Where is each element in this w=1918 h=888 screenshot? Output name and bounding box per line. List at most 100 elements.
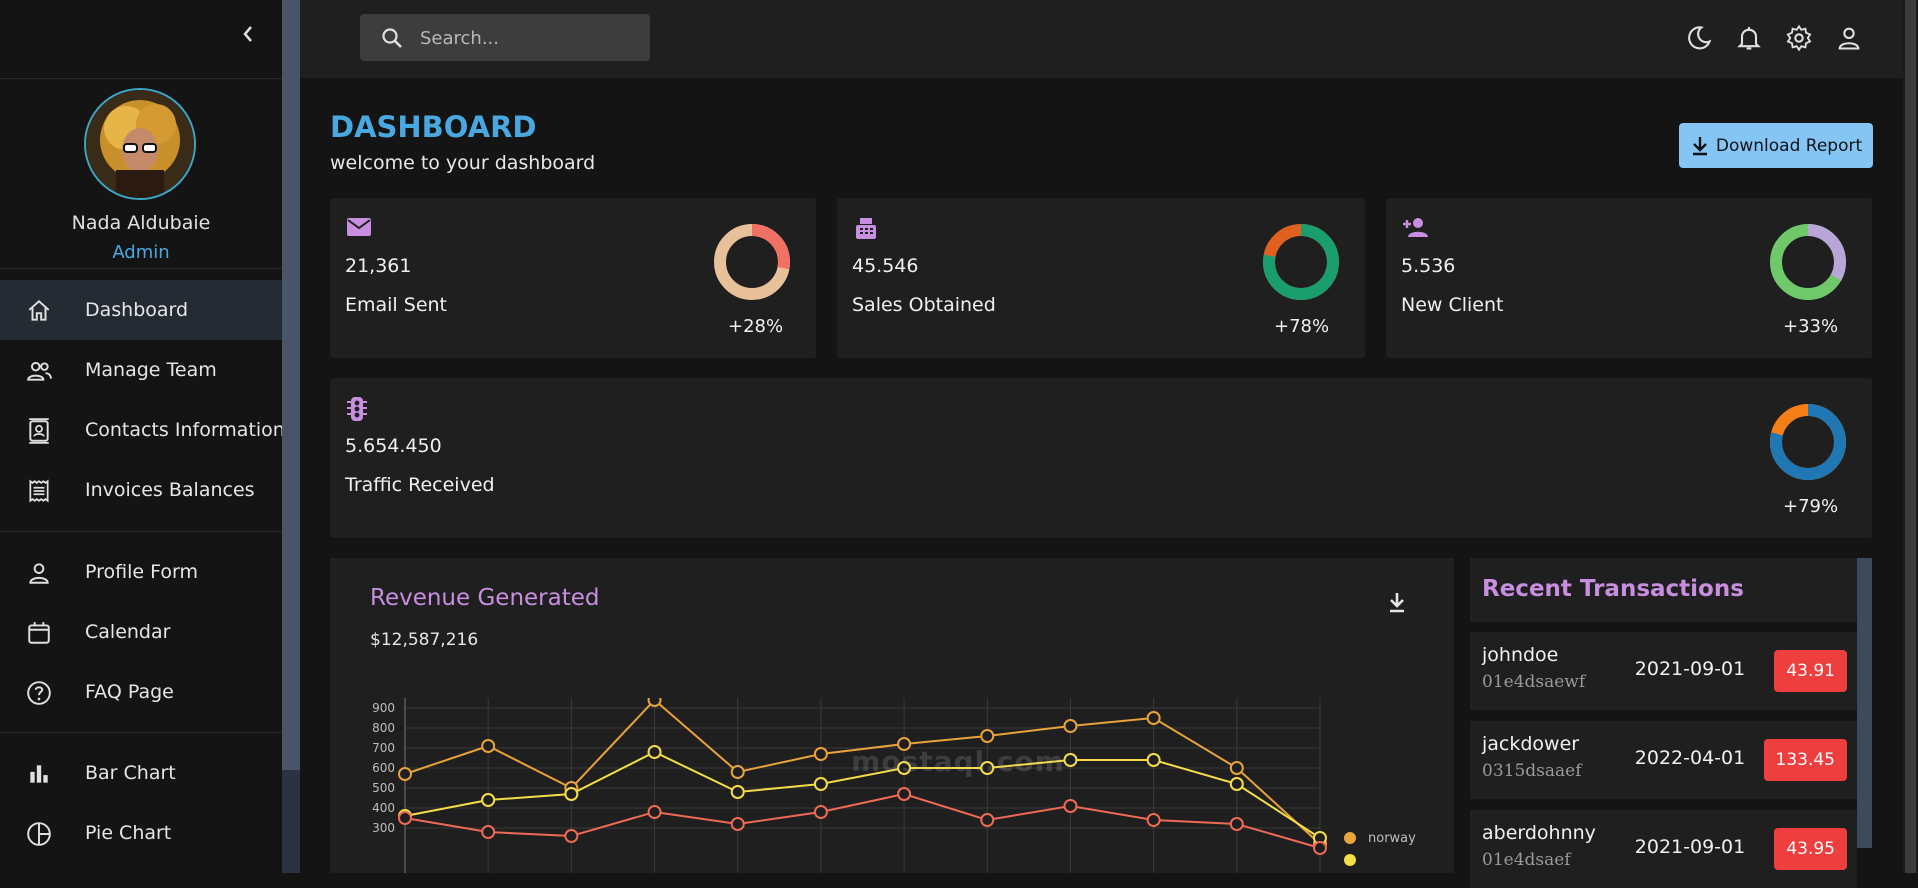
scrollbar-thumb[interactable] bbox=[1905, 0, 1916, 873]
data-point bbox=[897, 737, 912, 751]
stat-value: 45.546 bbox=[852, 255, 919, 277]
search-box[interactable] bbox=[360, 14, 650, 61]
stat-value: 5.536 bbox=[1401, 255, 1456, 277]
data-point bbox=[897, 787, 912, 801]
sidebar-item-profile-form[interactable]: Profile Form bbox=[0, 542, 282, 602]
transactions-title: Recent Transactions bbox=[1482, 576, 1744, 602]
data-point bbox=[980, 761, 995, 775]
transaction-id: 01e4dsaewf bbox=[1482, 672, 1586, 692]
y-tick-label: 800 bbox=[372, 721, 395, 735]
sidebar-item-label: Pie Chart bbox=[85, 822, 172, 844]
sidebar-item-faq[interactable]: FAQ Page bbox=[0, 662, 282, 722]
sidebar-item-calendar[interactable]: Calendar bbox=[0, 602, 282, 662]
sidebar-item-label: Bar Chart bbox=[85, 762, 176, 784]
data-point bbox=[1229, 761, 1244, 775]
transactions-header: Recent Transactions bbox=[1470, 558, 1857, 622]
data-point bbox=[897, 761, 912, 775]
download-icon bbox=[1692, 136, 1707, 155]
sidebar-item-label: Contacts Information bbox=[85, 419, 282, 441]
data-point bbox=[813, 747, 828, 761]
stat-label: Sales Obtained bbox=[852, 294, 996, 316]
stat-percent: +78% bbox=[1274, 316, 1330, 337]
y-tick-label: 600 bbox=[372, 761, 395, 775]
stat-label: Email Sent bbox=[345, 294, 447, 316]
progress-ring bbox=[1263, 224, 1339, 300]
transaction-cost: 43.91 bbox=[1774, 650, 1847, 692]
download-report-button[interactable]: Download Report bbox=[1679, 123, 1873, 168]
transaction-cost: 43.95 bbox=[1774, 828, 1847, 870]
sidebar-item-pie-chart[interactable]: Pie Chart bbox=[0, 803, 282, 863]
search-input[interactable] bbox=[418, 23, 642, 53]
page-title: DASHBOARD bbox=[330, 110, 537, 144]
sidebar-item-bar-chart[interactable]: Bar Chart bbox=[0, 743, 282, 803]
data-point bbox=[481, 793, 496, 807]
transaction-date: 2022-04-01 bbox=[1634, 747, 1746, 769]
data-point bbox=[1146, 753, 1161, 767]
sidebar-item-label: Invoices Balances bbox=[85, 479, 255, 501]
data-point bbox=[813, 777, 828, 791]
stat-card-sales: 45.546 Sales Obtained +78% bbox=[837, 198, 1365, 358]
avatar bbox=[84, 88, 196, 200]
data-point bbox=[1063, 719, 1078, 733]
topbar bbox=[300, 0, 1903, 78]
ring-progress bbox=[1263, 224, 1339, 300]
data-point bbox=[1229, 817, 1244, 831]
sidebar-item-label: Profile Form bbox=[85, 561, 198, 583]
help-icon bbox=[27, 681, 51, 705]
series-line bbox=[404, 750, 1321, 839]
user-name: Nada Aldubaie bbox=[71, 212, 211, 234]
invoice-icon bbox=[29, 479, 49, 503]
scrollbar-thumb[interactable] bbox=[282, 0, 300, 770]
sidebar-scrollbar[interactable] bbox=[282, 0, 300, 873]
data-point bbox=[1146, 813, 1161, 827]
transaction-user: aberdohnny bbox=[1482, 822, 1596, 844]
data-point bbox=[1063, 753, 1078, 767]
pos-icon bbox=[856, 218, 876, 239]
sidebar-item-contacts[interactable]: Contacts Information bbox=[0, 400, 282, 460]
data-point bbox=[1063, 799, 1078, 813]
transaction-row: aberdohnny 01e4dsaef 2021-09-01 43.95 bbox=[1470, 810, 1857, 888]
team-icon bbox=[27, 361, 52, 381]
notifications-icon[interactable] bbox=[1735, 24, 1763, 52]
download-icon[interactable] bbox=[1386, 590, 1408, 614]
data-point bbox=[481, 739, 496, 753]
revenue-title: Revenue Generated bbox=[370, 585, 600, 611]
data-point bbox=[647, 698, 662, 707]
sidebar-item-invoices[interactable]: Invoices Balances bbox=[0, 460, 282, 520]
y-tick-label: 900 bbox=[372, 701, 395, 715]
transactions-panel: Recent Transactions johndoe 01e4dsaewf 2… bbox=[1470, 558, 1857, 888]
email-icon bbox=[347, 218, 371, 236]
stat-value: 5.654.450 bbox=[345, 435, 442, 457]
data-point bbox=[647, 805, 662, 819]
sidebar: Nada Aldubaie Admin Dashboard Manage Tea… bbox=[0, 0, 282, 873]
stat-percent: +28% bbox=[728, 316, 784, 337]
transaction-date: 2021-09-01 bbox=[1634, 658, 1746, 680]
data-point bbox=[730, 765, 745, 779]
sidebar-item-dashboard[interactable]: Dashboard bbox=[0, 280, 282, 340]
revenue-line-chart: 900 800 700 600 500 400 300 norway bbox=[372, 698, 1416, 873]
search-icon[interactable] bbox=[380, 26, 404, 50]
ring-progress bbox=[714, 224, 790, 300]
data-point bbox=[730, 817, 745, 831]
profile-icon[interactable] bbox=[1835, 24, 1863, 52]
download-report-label: Download Report bbox=[1715, 135, 1863, 156]
ring-progress bbox=[1770, 224, 1846, 300]
sidebar-item-label: Calendar bbox=[85, 621, 171, 643]
data-point bbox=[730, 785, 745, 799]
revenue-panel: Revenue Generated $12,587,216 900 800 700 6… bbox=[330, 558, 1454, 873]
settings-icon[interactable] bbox=[1785, 24, 1813, 52]
person-icon bbox=[29, 563, 49, 584]
dark-mode-icon[interactable] bbox=[1685, 24, 1713, 52]
divider bbox=[0, 531, 282, 532]
page-scrollbar[interactable] bbox=[1903, 0, 1918, 873]
sidebar-item-label: Dashboard bbox=[85, 299, 189, 321]
pie-chart-icon bbox=[27, 822, 51, 846]
page-subtitle: welcome to your dashboard bbox=[330, 152, 596, 174]
data-point bbox=[980, 813, 995, 827]
data-point bbox=[481, 825, 496, 839]
sidebar-item-label: FAQ Page bbox=[85, 681, 174, 703]
sidebar-item-manage-team[interactable]: Manage Team bbox=[0, 340, 282, 400]
collapse-sidebar-button[interactable] bbox=[236, 22, 260, 46]
transactions-scrollbar[interactable] bbox=[1857, 558, 1872, 848]
progress-ring bbox=[714, 224, 790, 300]
